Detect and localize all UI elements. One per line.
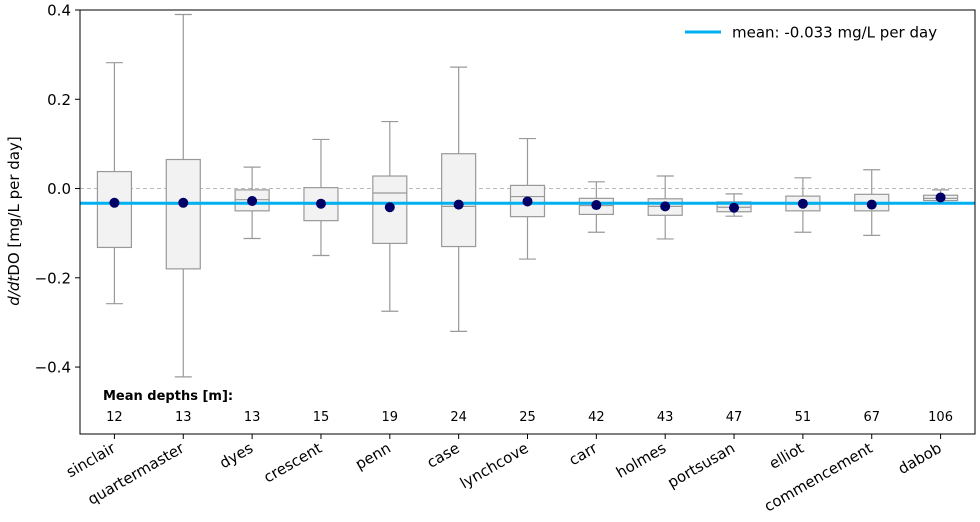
depth-label-quartermaster: 13	[175, 410, 192, 425]
x-tick-label-elliot: elliot	[766, 439, 807, 473]
depth-label-penn: 19	[382, 410, 399, 425]
legend-label: mean: -0.033 mg/L per day	[732, 24, 937, 42]
mean-marker-elliot	[797, 198, 808, 209]
box-sinclair	[96, 62, 133, 305]
x-tick-label-dabob: dabob	[895, 439, 945, 478]
iqr-box	[96, 170, 133, 249]
box-quartermaster	[165, 13, 201, 378]
mean-marker-sinclair	[109, 197, 120, 208]
mean-marker-penn	[384, 202, 395, 213]
x-tick-label-case: case	[424, 439, 463, 472]
y-tick-label: 0.0	[47, 180, 71, 198]
depth-annotations: Mean depths [m]: 12 13 13 15 19 24 25 42 43 47 51 6…	[103, 389, 953, 425]
depth-label-sinclair: 12	[106, 410, 123, 425]
legend: mean: -0.033 mg/L per day	[685, 24, 937, 42]
y-tick-label: −0.2	[35, 269, 71, 287]
x-tick-label-holmes: holmes	[613, 439, 669, 482]
depth-label-case: 24	[450, 410, 467, 425]
mean-markers-layer	[109, 192, 946, 213]
x-tick-label-sinclair: sinclair	[63, 438, 119, 481]
mean-marker-commencement	[866, 199, 877, 210]
x-tick-label-portsusan: portsusan	[664, 439, 738, 492]
depth-label-commencement: 67	[863, 410, 880, 425]
box-penn	[372, 120, 408, 312]
y-axis-label-italic: d/dt	[5, 275, 23, 306]
depth-label-dyes: 13	[244, 410, 261, 425]
y-tick-label: −0.4	[35, 359, 71, 377]
depth-label-elliot: 51	[795, 410, 812, 425]
mean-marker-lynchcove	[522, 196, 533, 207]
y-axis-label: d/dtDO [mg/L per day]	[5, 136, 23, 305]
x-tick-label-crescent: crescent	[261, 439, 326, 487]
depth-label-lynchcove: 25	[519, 410, 536, 425]
y-axis-label-rest: DO [mg/L per day]	[5, 136, 23, 275]
mean-marker-portsusan	[729, 202, 740, 213]
x-tick-label-carr: carr	[566, 438, 601, 469]
depth-label-carr: 42	[588, 410, 605, 425]
x-tick-label-penn: penn	[352, 439, 394, 473]
box-case	[441, 66, 477, 332]
x-tick-label-lynchcove: lynchcove	[457, 439, 532, 493]
depth-label-crescent: 15	[313, 410, 330, 425]
iqr-box	[165, 158, 201, 270]
mean-marker-quartermaster	[178, 197, 189, 208]
mean-marker-dyes	[247, 196, 258, 207]
depth-label-holmes: 43	[657, 410, 674, 425]
box-crescent	[303, 138, 339, 257]
depth-header: Mean depths [m]:	[103, 389, 233, 404]
depth-label-dabob: 106	[928, 410, 953, 425]
y-tick-label: 0.2	[47, 91, 71, 109]
mean-marker-case	[453, 199, 464, 210]
plot-frame	[79, 9, 976, 435]
mean-marker-dabob	[935, 192, 946, 203]
mean-marker-carr	[591, 200, 602, 211]
mean-marker-holmes	[660, 201, 671, 212]
y-tick-label: 0.4	[47, 2, 71, 20]
mean-marker-crescent	[315, 198, 326, 209]
boxes-layer	[96, 13, 959, 378]
x-tick-label-dyes: dyes	[216, 439, 256, 472]
depth-label-portsusan: 47	[726, 410, 743, 425]
